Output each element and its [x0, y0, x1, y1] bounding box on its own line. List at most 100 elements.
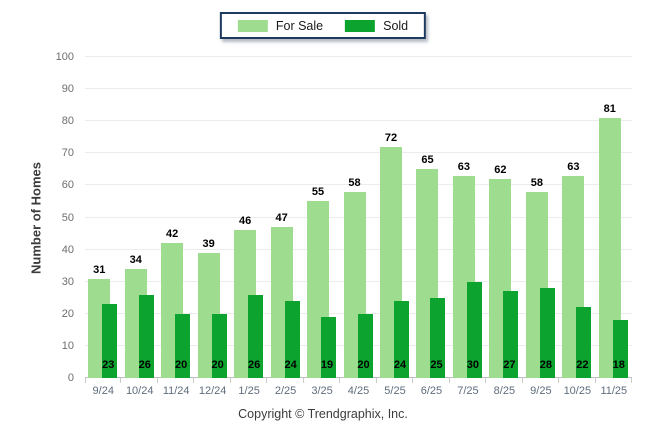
gridline [85, 152, 632, 154]
x-tick-label: 8/25 [493, 385, 516, 397]
sold-value-label: 26 [247, 359, 261, 371]
x-tick-label: 12/24 [198, 385, 227, 397]
sold-bar [503, 291, 519, 378]
y-tick-label: 90 [61, 83, 74, 96]
sold-bar [248, 294, 264, 378]
for-sale-value-label: 39 [202, 237, 215, 250]
for-sale-bar [598, 118, 621, 378]
x-tick-label: 3/25 [311, 385, 333, 397]
for-sale-value-label: 58 [530, 176, 543, 189]
bar-group-5/25: 72 24 5/25 [377, 57, 414, 397]
for-sale-value-label: 31 [93, 263, 106, 276]
sold-value-label: 30 [466, 359, 480, 371]
bar-group-9/25: 58 28 9/25 [523, 57, 560, 397]
sold-bar [138, 294, 154, 378]
sold-value-label: 20 [211, 359, 224, 371]
y-tick-label: 20 [61, 307, 74, 320]
sold-bar [466, 281, 482, 378]
x-tick-label: 2/25 [274, 385, 297, 397]
y-tick-label: 60 [61, 179, 74, 192]
x-tick-label: 10/25 [563, 385, 592, 397]
x-tick-label: 10/24 [125, 385, 154, 397]
for-sale-swatch [237, 19, 268, 32]
sold-value-label: 23 [102, 359, 115, 371]
for-sale-value-label: 81 [603, 103, 616, 115]
sold-value-label: 24 [393, 359, 407, 371]
x-tick-label: 11/25 [600, 385, 628, 397]
for-sale-value-label: 63 [567, 160, 580, 173]
sold-value-label: 24 [284, 359, 297, 371]
sold-value-label: 20 [357, 359, 370, 371]
sold-value-label: 22 [576, 359, 589, 371]
bar-group-12/24: 39 20 12/24 [194, 57, 232, 397]
bar-group-6/25: 65 25 6/25 [413, 57, 451, 397]
bar-group-4/25: 58 20 4/25 [340, 57, 378, 397]
sold-value-label: 25 [430, 359, 443, 371]
sold-value-label: 20 [175, 359, 188, 371]
x-tick-label: 5/25 [384, 385, 406, 397]
gridline [85, 120, 632, 122]
sold-bar [102, 304, 118, 378]
for-sale-value-label: 58 [348, 176, 361, 189]
sold-bar [576, 307, 592, 378]
y-tick-label: 80 [61, 115, 74, 128]
sold-bar [357, 313, 373, 378]
for-sale-legend-label: For Sale [275, 18, 324, 33]
sold-value-label: 19 [320, 359, 334, 371]
for-sale-value-label: 46 [238, 215, 252, 228]
y-tick-label: 30 [61, 275, 74, 288]
gridline [85, 88, 632, 90]
y-tick-label: 100 [55, 51, 74, 63]
for-sale-value-label: 62 [494, 163, 507, 176]
sold-bar [393, 300, 409, 378]
for-sale-value-label: 55 [311, 186, 325, 199]
plot-area: 31 23 9/24 34 26 10/24 42 20 11/24 39 20 12/24 46 26 1… [85, 56, 633, 397]
bar-group-10/25: 63 22 10/25 [559, 57, 597, 397]
for-sale-value-label: 42 [166, 228, 179, 241]
sold-bar [284, 300, 300, 378]
y-tick-label: 10 [61, 339, 74, 352]
bar-group-7/25: 63 30 7/25 [450, 57, 487, 397]
for-sale-value-label: 47 [275, 212, 288, 225]
gridline [85, 184, 632, 186]
x-tick-label: 9/24 [92, 385, 114, 397]
sold-value-label: 28 [539, 359, 552, 371]
for-sale-value-label: 72 [384, 131, 398, 144]
for-sale-value-label: 34 [129, 253, 142, 266]
for-sale-value-label: 63 [457, 160, 471, 173]
y-tick-label: 50 [61, 211, 74, 224]
sold-value-label: 26 [138, 359, 151, 371]
bar-group-11/24: 42 20 11/24 [158, 57, 195, 397]
x-tick-label: 9/25 [530, 385, 552, 397]
y-tick-label: 70 [61, 147, 74, 160]
bar-group-1/25: 46 26 1/25 [231, 57, 268, 397]
for-sale-value-label: 65 [421, 154, 434, 167]
bar-groups: 31 23 9/24 34 26 10/24 42 20 11/24 39 20 12/24 46 26 1… [85, 57, 633, 397]
sold-bar [539, 288, 555, 378]
copyright-text: Copyright © Trendgraphix, Inc. [238, 407, 408, 421]
x-tick-label: 7/25 [457, 385, 479, 397]
bar-group-9/24: 31 23 9/24 [85, 57, 122, 397]
bar-group-10/24: 34 26 10/24 [121, 57, 159, 397]
x-tick-label: 1/25 [238, 385, 260, 397]
sold-bar [321, 317, 337, 378]
bar-group-2/25: 47 24 2/25 [267, 57, 305, 397]
sold-value-label: 27 [503, 359, 516, 371]
sold-bar [612, 320, 628, 378]
sold-value-label: 18 [612, 359, 625, 371]
bar-group-8/25: 62 27 8/25 [486, 57, 524, 397]
bar-group-11/25: 81 18 11/25 [596, 57, 633, 397]
sold-bar [430, 297, 446, 378]
chart-legend: For Sale Sold [219, 12, 427, 39]
sold-legend-label: Sold [383, 18, 409, 33]
bar-group-3/25: 55 19 3/25 [304, 57, 341, 397]
x-tick-label: 4/25 [347, 385, 370, 397]
sold-bar [175, 313, 191, 378]
sold-bar [211, 313, 227, 378]
x-tick-label: 11/24 [162, 385, 190, 397]
y-axis: 0 10 20 30 40 50 60 70 80 90 100 [0, 51, 78, 384]
gridline [85, 56, 632, 57]
x-tick-label: 6/25 [420, 385, 443, 397]
y-tick-label: 40 [61, 243, 74, 256]
